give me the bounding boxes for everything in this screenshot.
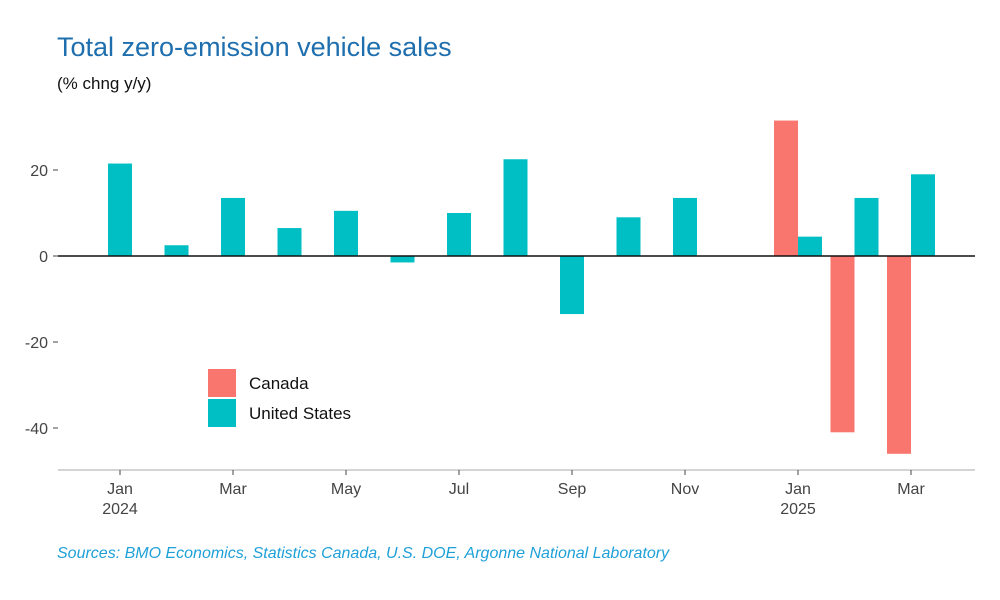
x-tick-label: Mar <box>219 481 247 498</box>
legend-swatch-canada <box>208 369 236 397</box>
bar-united-states <box>334 210 358 256</box>
legend-swatch-united-states <box>208 399 236 427</box>
bar-canada <box>774 120 798 256</box>
chart-subtitle-y-unit: (% chng y/y) <box>57 74 152 93</box>
x-tick-label: Sep <box>558 481 587 498</box>
x-tick-label: Nov <box>671 481 699 498</box>
bar-united-states <box>447 213 471 256</box>
legend-label-canada: Canada <box>249 374 309 393</box>
plot-area: 20 0 -20 -40 Jan 2024 Mar May Jul Sep Nov Jan 2025 Ma… <box>25 120 975 518</box>
bar-united-states <box>108 163 132 256</box>
bar-canada <box>830 256 855 433</box>
bar-united-states <box>911 174 935 256</box>
x-tick-label: May <box>331 481 361 498</box>
bar-united-states <box>277 228 302 256</box>
bar-united-states <box>616 217 641 256</box>
bar-united-states <box>390 256 415 263</box>
x-tick-label: Mar <box>897 481 925 498</box>
x-tick-year-label: 2024 <box>102 501 138 518</box>
bar-united-states <box>854 197 879 256</box>
x-tick-year-label: 2025 <box>780 501 816 518</box>
chart-source-note: Sources: BMO Economics, Statistics Canad… <box>57 545 670 562</box>
x-tick-label: Jan <box>785 481 811 498</box>
y-tick-label: 0 <box>39 249 48 266</box>
bar-united-states <box>798 236 822 256</box>
bar-united-states <box>503 159 528 256</box>
legend-label-united-states: United States <box>249 404 351 423</box>
bar-canada <box>887 256 911 454</box>
x-tick-label: Jul <box>449 481 469 498</box>
y-tick-label: -40 <box>25 421 48 438</box>
chart-title: Total zero-emission vehicle sales <box>57 32 452 62</box>
bar-united-states <box>221 197 245 256</box>
y-tick-label: 20 <box>30 163 48 180</box>
bar-united-states <box>560 256 584 315</box>
x-tick-label: Jan <box>107 481 133 498</box>
bar-united-states <box>673 197 697 256</box>
bar-united-states <box>164 245 189 256</box>
chart-legend: Canada United States <box>208 369 351 427</box>
y-tick-label: -20 <box>25 335 48 352</box>
